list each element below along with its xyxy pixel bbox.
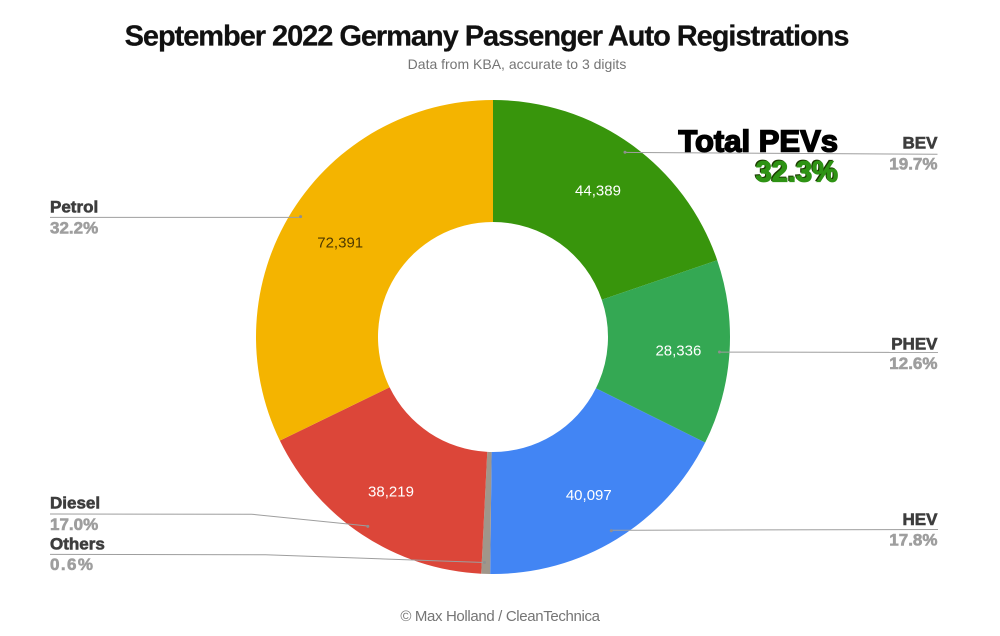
svg-text:September 2022 Germany Passeng: September 2022 Germany Passenger Auto Re… [125, 21, 849, 53]
svg-text:38,219: 38,219 [368, 484, 414, 501]
svg-text:BEV: BEV [903, 134, 939, 153]
svg-text:Data from KBA, accurate to 3 d: Data from KBA, accurate to 3 digits [408, 56, 627, 72]
svg-text:28,336: 28,336 [655, 343, 701, 360]
svg-text:Others: Others [50, 535, 105, 554]
svg-text:44,389: 44,389 [575, 182, 621, 199]
svg-text:19.7%: 19.7% [889, 155, 937, 174]
svg-text:PHEV: PHEV [891, 335, 938, 354]
svg-text:32.3%: 32.3% [756, 157, 838, 189]
svg-text:Total PEVs: Total PEVs [678, 123, 838, 158]
svg-text:72,391: 72,391 [317, 235, 363, 252]
svg-text:17.8%: 17.8% [889, 531, 937, 550]
svg-text:12.6%: 12.6% [889, 354, 937, 373]
svg-text:32.2%: 32.2% [50, 218, 98, 237]
svg-text:17.0%: 17.0% [50, 515, 98, 534]
svg-text:© Max Holland / CleanTechnica: © Max Holland / CleanTechnica [400, 608, 600, 625]
svg-text:32.3%: 32.3% [755, 156, 837, 188]
svg-text:Diesel: Diesel [50, 494, 100, 513]
svg-text:Petrol: Petrol [50, 197, 98, 216]
svg-text:40,097: 40,097 [566, 487, 612, 504]
svg-text:HEV: HEV [903, 510, 939, 529]
svg-text:0.6%: 0.6% [50, 555, 94, 574]
